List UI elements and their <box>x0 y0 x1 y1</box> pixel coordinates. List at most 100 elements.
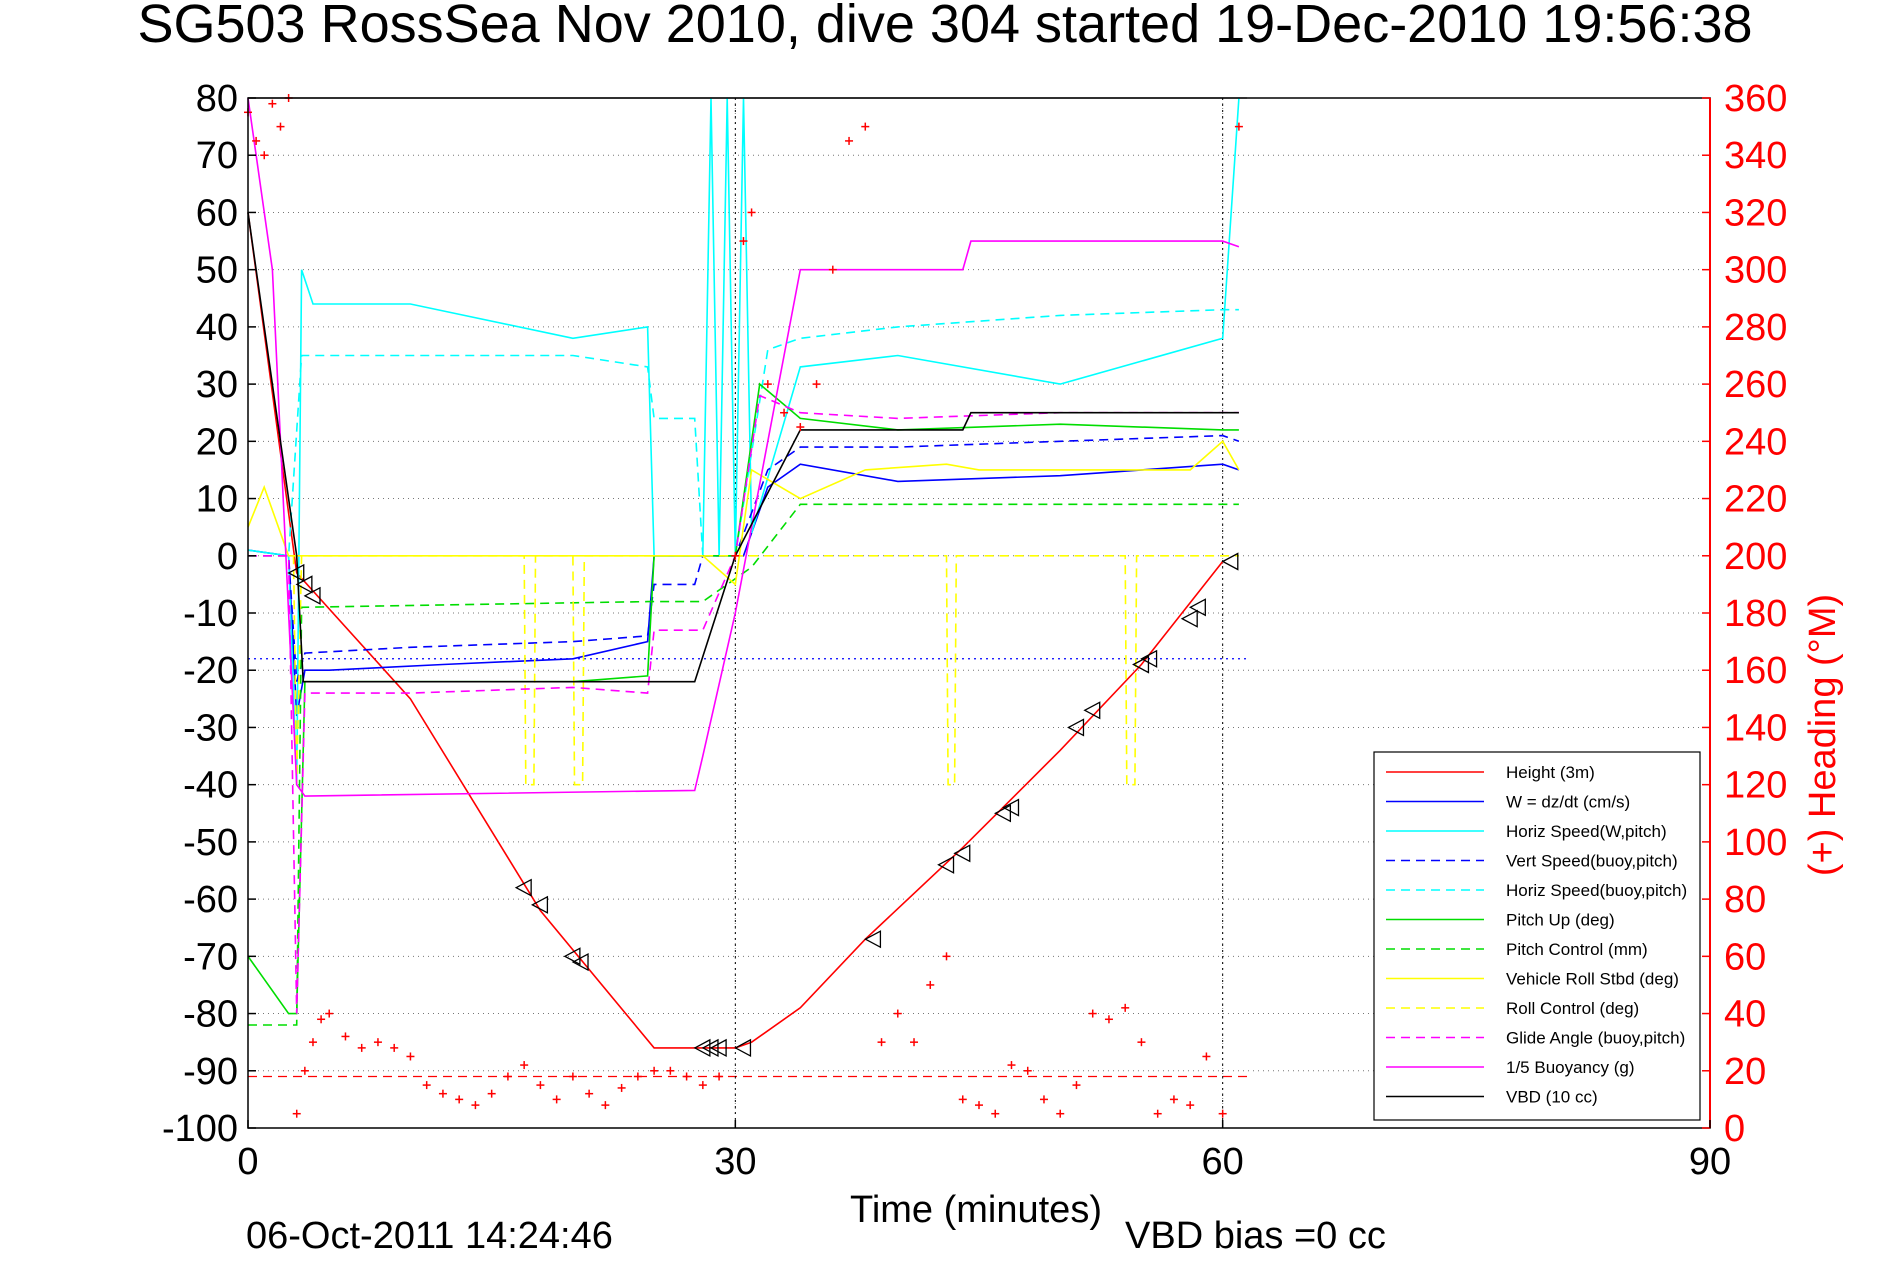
triangle-marker <box>287 563 305 583</box>
heading-point <box>1039 1095 1048 1104</box>
series-line-9 <box>248 394 1239 1014</box>
triangle-marker <box>1067 718 1085 737</box>
legend: Height (3m) W = dz/dt (cm/s) Horiz Speed(W… <box>1373 751 1701 1121</box>
left-tick-label: 40 <box>196 307 238 349</box>
heading-point <box>520 1061 529 1070</box>
heading-point <box>942 952 951 961</box>
right-tick-label: 300 <box>1724 250 1787 292</box>
triangle-marker <box>993 804 1012 823</box>
left-tick-label: -40 <box>183 765 238 807</box>
legend-label: Vehicle Roll Stbd (deg) <box>1506 970 1679 989</box>
heading-point <box>682 1072 691 1081</box>
heading-point <box>893 1009 902 1018</box>
left-axis-ticks: 80 70 60 50 40 30 20 10 0 -10 -20 -30 -40 -50 -60 -70 -8… <box>162 78 256 1150</box>
heading-point <box>650 1066 659 1075</box>
left-tick-label: -80 <box>183 994 238 1036</box>
heading-point <box>991 1109 1000 1118</box>
triangle-marker <box>864 930 882 949</box>
legend-label: Roll Control (deg) <box>1506 999 1639 1018</box>
triangle-marker <box>1188 598 1206 617</box>
left-tick-label: 70 <box>196 135 238 177</box>
heading-point <box>300 1066 309 1075</box>
left-tick-label: -90 <box>183 1051 238 1093</box>
left-tick-label: -70 <box>183 936 238 978</box>
triangle-marker <box>1083 701 1101 720</box>
heading-point <box>1072 1081 1081 1090</box>
triangle-marker <box>701 1038 719 1057</box>
heading-point <box>503 1072 512 1081</box>
right-tick-label: 60 <box>1724 936 1766 978</box>
heading-point <box>1121 1003 1130 1012</box>
left-tick-label: -50 <box>183 822 238 864</box>
x-tick-label: 60 <box>1202 1141 1244 1183</box>
left-tick-label: 10 <box>196 479 238 521</box>
triangle-marker <box>571 952 589 972</box>
legend-label: Glide Angle (buoy,pitch) <box>1506 1029 1685 1048</box>
heading-point <box>601 1101 610 1110</box>
right-tick-label: 0 <box>1724 1108 1745 1150</box>
left-tick-label: 80 <box>196 78 238 120</box>
left-tick-label: -20 <box>183 650 238 692</box>
legend-label: Pitch Up (deg) <box>1506 911 1615 930</box>
legend-label: Horiz Speed(W,pitch) <box>1506 822 1667 841</box>
footer-vbd-bias: VBD bias =0 cc <box>1125 1215 1386 1257</box>
legend-box <box>1373 751 1701 1121</box>
right-tick-label: 80 <box>1724 879 1766 921</box>
heading-point <box>1169 1095 1178 1104</box>
heading-point <box>1218 1109 1227 1118</box>
right-tick-label: 180 <box>1724 593 1787 635</box>
heading-point <box>812 380 821 389</box>
heading-point <box>308 1038 317 1047</box>
heading-point <box>455 1095 464 1104</box>
heading-point <box>1153 1109 1162 1118</box>
right-tick-label: 280 <box>1724 307 1787 349</box>
right-tick-label: 20 <box>1724 1051 1766 1093</box>
triangle-marker <box>1132 655 1150 674</box>
triangle-marker <box>1180 609 1198 628</box>
heading-point <box>698 1081 707 1090</box>
x-axis-ticks: 0 30 60 90 <box>237 1120 1731 1183</box>
chart-title: SG503 RossSea Nov 2010, dive 304 started… <box>137 0 1752 54</box>
legend-label: W = dz/dt (cm/s) <box>1506 793 1630 812</box>
heading-point <box>731 551 740 560</box>
heading-point <box>633 1072 642 1081</box>
heading-point <box>1056 1109 1065 1118</box>
left-tick-label: -100 <box>162 1108 238 1150</box>
triangle-marker <box>937 855 955 874</box>
heading-point <box>357 1043 366 1052</box>
heading-point <box>780 408 789 417</box>
left-tick-label: 0 <box>217 536 238 578</box>
heading-point <box>715 1072 724 1081</box>
left-tick-label: -10 <box>183 593 238 635</box>
triangle-marker <box>709 1038 727 1057</box>
left-tick-label: 20 <box>196 421 238 463</box>
heading-point <box>617 1083 626 1092</box>
right-axis-ticks: 3603403203002802602402202001801601401201… <box>1702 78 1787 1150</box>
heading-point <box>666 1066 675 1075</box>
heading-point <box>317 1015 326 1024</box>
legend-label: Pitch Control (mm) <box>1506 940 1648 959</box>
heading-point <box>390 1043 399 1052</box>
triangle-marker <box>514 878 532 897</box>
left-tick-label: -30 <box>183 707 238 749</box>
right-tick-label: 260 <box>1724 364 1787 406</box>
series-line-0 <box>247 212 1224 1049</box>
left-tick-label: -60 <box>183 879 238 921</box>
x-tick-label: 30 <box>714 1141 756 1183</box>
triangle-marker <box>1221 552 1239 571</box>
heading-point <box>1007 1061 1016 1070</box>
right-tick-label: 100 <box>1724 822 1787 864</box>
legend-label: Vert Speed(buoy,pitch) <box>1506 852 1678 871</box>
legend-label: Height (3m) <box>1506 763 1595 782</box>
heading-point <box>845 136 854 145</box>
triangle-marker <box>953 844 971 863</box>
heading-point <box>1104 1015 1113 1024</box>
series-line-10 <box>247 97 1240 797</box>
heading-point <box>910 1038 919 1047</box>
heading-point <box>877 1038 886 1047</box>
heading-point <box>1186 1101 1195 1110</box>
heading-point <box>1023 1066 1032 1075</box>
right-tick-label: 160 <box>1724 650 1787 692</box>
right-tick-label: 120 <box>1724 765 1787 807</box>
right-tick-label: 140 <box>1724 707 1787 749</box>
